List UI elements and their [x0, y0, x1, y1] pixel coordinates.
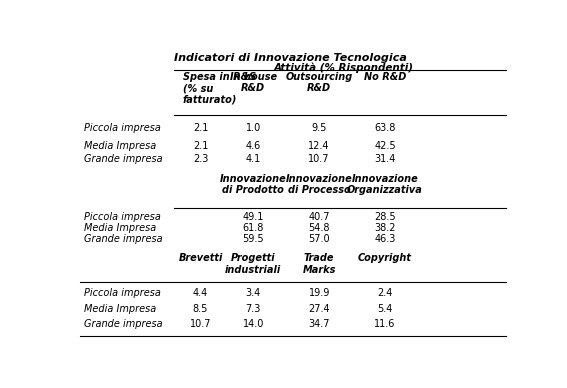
Text: 12.4: 12.4: [308, 141, 330, 151]
Text: 10.7: 10.7: [190, 319, 211, 329]
Text: 2.1: 2.1: [193, 141, 208, 151]
Text: 10.7: 10.7: [308, 154, 330, 165]
Text: 1.0: 1.0: [246, 123, 261, 133]
Text: Piccola impresa: Piccola impresa: [84, 123, 161, 133]
Text: 4.1: 4.1: [246, 154, 261, 165]
Text: Brevetti: Brevetti: [178, 253, 223, 263]
Text: Innovazione
di Processo: Innovazione di Processo: [286, 173, 353, 195]
Text: Grande impresa: Grande impresa: [84, 234, 163, 244]
Text: Media Impresa: Media Impresa: [84, 223, 156, 233]
Text: Media Impresa: Media Impresa: [84, 304, 156, 314]
Text: 46.3: 46.3: [374, 234, 396, 244]
Text: 11.6: 11.6: [374, 319, 396, 329]
Text: 2.3: 2.3: [193, 154, 208, 165]
Text: 8.5: 8.5: [193, 304, 208, 314]
Text: Media Impresa: Media Impresa: [84, 141, 156, 151]
Text: No R&D: No R&D: [364, 72, 406, 81]
Text: Grande impresa: Grande impresa: [84, 319, 163, 329]
Text: 2.1: 2.1: [193, 123, 208, 133]
Text: Piccola impresa: Piccola impresa: [84, 288, 161, 298]
Text: 4.6: 4.6: [246, 141, 261, 151]
Text: Indicatori di Innovazione Tecnologica: Indicatori di Innovazione Tecnologica: [174, 53, 407, 63]
Text: Innovazione
Organizzativa: Innovazione Organizzativa: [347, 173, 423, 195]
Text: Attività (% Rispondenti): Attività (% Rispondenti): [273, 63, 413, 73]
Text: 2.4: 2.4: [378, 288, 393, 298]
Text: 63.8: 63.8: [374, 123, 396, 133]
Text: 19.9: 19.9: [308, 288, 330, 298]
Text: 4.4: 4.4: [193, 288, 208, 298]
Text: Outsourcing
R&D: Outsourcing R&D: [286, 72, 353, 93]
Text: 49.1: 49.1: [243, 212, 264, 222]
Text: Progetti
industriali: Progetti industriali: [225, 253, 281, 275]
Text: 31.4: 31.4: [374, 154, 396, 165]
Text: Piccola impresa: Piccola impresa: [84, 212, 161, 222]
Text: 61.8: 61.8: [243, 223, 264, 233]
Text: 40.7: 40.7: [308, 212, 330, 222]
Text: Grande impresa: Grande impresa: [84, 154, 163, 165]
Text: 9.5: 9.5: [311, 123, 327, 133]
Text: 28.5: 28.5: [374, 212, 396, 222]
Text: 38.2: 38.2: [374, 223, 396, 233]
Text: 57.0: 57.0: [308, 234, 330, 244]
Text: 14.0: 14.0: [243, 319, 264, 329]
Text: 42.5: 42.5: [374, 141, 396, 151]
Text: 3.4: 3.4: [246, 288, 261, 298]
Text: Trade
Marks: Trade Marks: [302, 253, 336, 275]
Text: Spesa in R&S
(% su
fatturato): Spesa in R&S (% su fatturato): [183, 72, 256, 105]
Text: In house
R&D: In house R&D: [230, 72, 277, 93]
Text: 54.8: 54.8: [308, 223, 330, 233]
Text: 27.4: 27.4: [308, 304, 330, 314]
Text: 34.7: 34.7: [308, 319, 330, 329]
Text: 59.5: 59.5: [243, 234, 264, 244]
Text: 7.3: 7.3: [246, 304, 261, 314]
Text: 5.4: 5.4: [378, 304, 393, 314]
Text: Copyright: Copyright: [358, 253, 412, 263]
Text: Innovazione
di Prodotto: Innovazione di Prodotto: [220, 173, 286, 195]
